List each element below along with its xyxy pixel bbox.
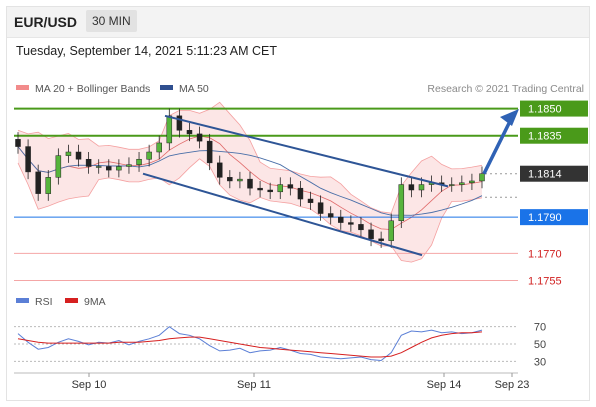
level-label-1.1814: 1.1814 xyxy=(528,169,562,181)
rsi-legend-label: RSI xyxy=(35,296,53,308)
rsi-tick-label: 70 xyxy=(534,322,546,334)
level-tag-1.1850 xyxy=(520,100,588,117)
candle xyxy=(176,115,183,131)
candle xyxy=(45,177,52,194)
bollinger-lower xyxy=(17,158,483,263)
x-tick-label: Sep 11 xyxy=(237,379,271,391)
candle xyxy=(65,151,72,156)
candle xyxy=(287,184,294,189)
candle xyxy=(216,162,223,178)
candle xyxy=(136,158,142,165)
ma20-line xyxy=(17,135,483,230)
timeframe-badge[interactable]: 30 MIN xyxy=(86,10,137,32)
candle xyxy=(196,133,203,142)
forecast-arrow xyxy=(482,120,512,175)
candle xyxy=(277,184,284,193)
x-tick-label: Sep 14 xyxy=(427,379,462,391)
candle xyxy=(25,146,31,173)
level-label-1.1755: 1.1755 xyxy=(528,275,562,287)
candle xyxy=(327,213,334,218)
candle xyxy=(75,151,82,160)
legend-swatch xyxy=(160,85,173,90)
bollinger-upper xyxy=(17,101,483,214)
level-label-1.1790: 1.1790 xyxy=(528,212,562,224)
level-label-1.1770: 1.1770 xyxy=(528,248,562,260)
candle xyxy=(55,155,62,178)
candle xyxy=(307,198,314,203)
candle xyxy=(247,178,253,189)
credit-label: Research © 2021 Trading Central xyxy=(427,83,584,95)
candle xyxy=(338,216,344,223)
chart-frame: EUR/USD 30 MIN Tuesday, September 14, 20… xyxy=(6,6,590,401)
candle xyxy=(35,171,41,194)
candle xyxy=(116,166,122,171)
channel-lower xyxy=(142,172,423,257)
candle xyxy=(206,140,213,164)
candle xyxy=(297,187,304,200)
chart-header: EUR/USD 30 MIN xyxy=(7,7,589,38)
candle xyxy=(388,220,394,241)
candle xyxy=(186,130,193,135)
rsi-legend-label: 9MA xyxy=(84,296,106,308)
candle xyxy=(459,182,465,185)
legend-swatch xyxy=(16,85,29,90)
candle xyxy=(156,142,162,153)
candle xyxy=(15,139,21,147)
candle xyxy=(126,164,132,167)
candle xyxy=(85,158,92,167)
candle xyxy=(469,180,475,184)
candle xyxy=(146,151,152,160)
candle xyxy=(358,224,364,231)
channel-upper xyxy=(164,114,449,188)
symbol-label: EUR/USD xyxy=(14,14,78,30)
candle xyxy=(317,202,324,214)
level-label-1.1835: 1.1835 xyxy=(528,131,562,143)
datetime-label: Tuesday, September 14, 2021 5:11:23 AM C… xyxy=(16,44,278,58)
candle xyxy=(408,184,415,191)
x-tick-label: Sep 10 xyxy=(72,379,107,391)
rsi-tick-label: 30 xyxy=(534,356,546,368)
candle xyxy=(398,184,405,222)
legend-label: MA 50 xyxy=(179,83,209,95)
candle xyxy=(378,238,384,241)
candle xyxy=(448,184,455,186)
candle xyxy=(95,166,102,168)
rsi-series-9MA xyxy=(17,331,483,358)
candle xyxy=(479,173,485,182)
candle xyxy=(106,166,112,171)
rsi-tick-label: 50 xyxy=(534,339,546,351)
candle xyxy=(348,222,354,225)
x-tick-label: Sep 23 xyxy=(495,379,530,391)
candle xyxy=(267,189,273,193)
candle xyxy=(166,115,173,144)
level-tag-1.1790 xyxy=(520,209,588,226)
level-tag-1.1835 xyxy=(520,127,588,144)
level-tag-1.1814 xyxy=(520,165,588,182)
level-label-1.1850: 1.1850 xyxy=(528,104,562,116)
candle xyxy=(227,177,233,182)
legend-label: MA 20 + Bollinger Bands xyxy=(35,83,150,95)
rsi-legend-swatch xyxy=(65,298,78,303)
rsi-legend-swatch xyxy=(16,298,29,303)
candle xyxy=(257,187,263,191)
ma50-line xyxy=(17,146,483,216)
forecast-arrowhead xyxy=(500,109,519,126)
candle xyxy=(237,178,243,182)
candle xyxy=(368,229,374,240)
candle xyxy=(418,184,425,191)
